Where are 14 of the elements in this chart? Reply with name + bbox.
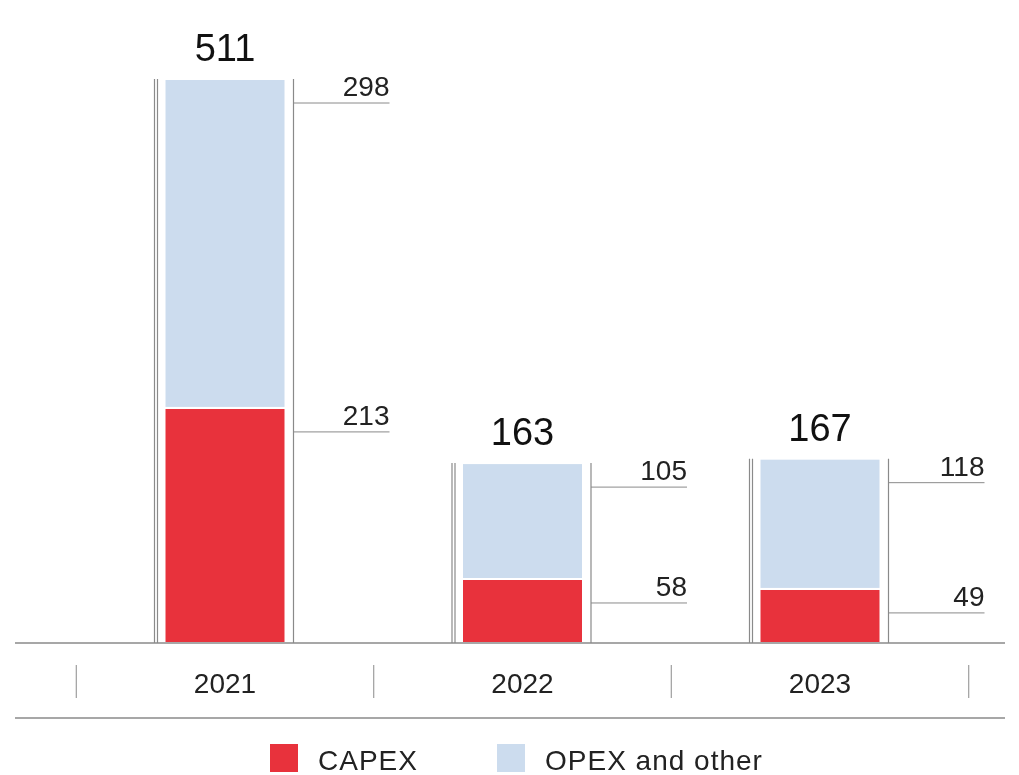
- total-label: 511: [194, 27, 256, 69]
- legend-label: OPEX and other: [545, 745, 763, 775]
- data-label: 58: [655, 570, 687, 602]
- data-label: 49: [953, 580, 985, 612]
- total-label: 167: [788, 406, 852, 449]
- legend-label: CAPEX: [318, 745, 418, 775]
- data-label: 213: [342, 399, 390, 431]
- data-label: 105: [640, 455, 687, 487]
- x-tick-label: 2022: [491, 668, 554, 699]
- x-tick-label: 2021: [193, 668, 257, 699]
- data-label: 298: [342, 71, 390, 102]
- data-label: 118: [939, 450, 985, 482]
- x-tick-label: 2023: [788, 668, 852, 699]
- total-label: 163: [490, 411, 555, 454]
